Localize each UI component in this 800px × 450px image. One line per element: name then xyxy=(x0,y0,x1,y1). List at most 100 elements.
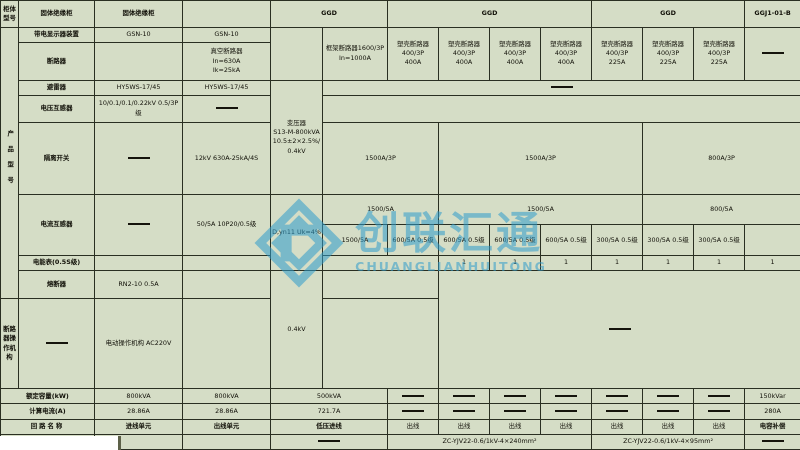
row-10-ggd-5 xyxy=(591,403,644,420)
row-3-cell-1 xyxy=(182,94,271,123)
ggd-breaker-3: 塑壳断路器 400/3P 400A xyxy=(489,26,542,81)
table-row-arrester: 避雷器 HY5WS-17/45 HY5WS-17/45 变压器 S13-M-80… xyxy=(1,79,800,195)
ggd-circuit-4: 出线 xyxy=(540,418,593,435)
row-0-cell-spacer xyxy=(270,26,323,81)
header-col-ggd-1: GGD xyxy=(269,0,389,28)
row-11-cell-0: 进线单元 xyxy=(94,418,183,435)
ct-main: 1500/5A xyxy=(321,224,389,256)
row-label-11: 回路名称 xyxy=(0,418,95,435)
row-label-1: 断路器 xyxy=(18,41,95,81)
row-10-current-main: 721.7A xyxy=(269,403,389,420)
ggd-meter-3: 1 xyxy=(540,254,593,272)
row-6-meter-main xyxy=(321,254,440,272)
table-row-breaker: 断路器 真空断路器 In=630A Ik=25kA xyxy=(1,41,800,81)
row-9-ggd-1 xyxy=(387,388,440,405)
row-label-10: 计算电流(A) xyxy=(0,403,95,420)
row-2-cell-1: HY5WS-17/45 xyxy=(182,79,271,96)
side-label-product-model: 产品型号 xyxy=(0,26,19,299)
row-4-rating-2: 1500A/3P xyxy=(438,121,644,195)
row-5-ct-1: 1500/5A xyxy=(321,193,440,226)
row-1-cell-0 xyxy=(94,41,183,81)
row-10-ggd-4 xyxy=(540,403,593,420)
row-9-ggd-3 xyxy=(489,388,542,405)
row-10-ggd-7 xyxy=(693,403,746,420)
row-10-ggd-1 xyxy=(387,403,440,420)
row-7-cell-1 xyxy=(182,270,271,299)
row-5-ct-2: 1500/5A xyxy=(438,193,644,226)
ggd-meter-5: 1 xyxy=(642,254,695,272)
header-col-ggd-3: GGD xyxy=(591,0,746,28)
row-9-cell-ggj: 150kVar xyxy=(744,388,800,405)
row-9-cell-1: 800kVA xyxy=(182,388,271,405)
row-4-rating-1: 1500A/3P xyxy=(321,121,440,195)
table-row-calculated-current: 计算电流(A) 28.86A 28.86A 721.7A 280A xyxy=(0,403,800,420)
row-9-ggd-4 xyxy=(540,388,593,405)
table-row-ct-detail: 1500/5A 600/5A 0.5级 600/5A 0.5级 600/5A 0… xyxy=(1,224,800,256)
row-4-cell-1: 12kV 630A-25kA/4S xyxy=(182,121,271,195)
row-3-cell-0: 10/0.1/0.1/0.22kV 0.5/3P级 xyxy=(94,94,183,123)
row-7-fuse-ggd xyxy=(438,270,800,390)
ggd-circuit-3: 出线 xyxy=(489,418,542,435)
row-9-ggd-6 xyxy=(642,388,695,405)
ggd-circuit-5: 出线 xyxy=(591,418,644,435)
row-4-rating-3: 800A/3P xyxy=(642,121,800,195)
ggd-breaker-2: 塑壳断路器 400/3P 400A xyxy=(438,26,491,81)
table-row-rated-capacity: 额定容量(kW) 800kVA 800kVA 500kVA 150kVar xyxy=(0,388,800,405)
header-col-spacer xyxy=(182,0,271,28)
table-row-disconnector: 隔离开关 12kV 630A-25kA/4S 1500A/3P 1500A/3P… xyxy=(1,121,800,195)
ggd-ct-2: 600/5A 0.5级 xyxy=(438,224,491,256)
header-col-ggj: GGJ1-01-B xyxy=(744,0,800,28)
bottom-left-notch xyxy=(0,436,118,450)
row-12-cell-1 xyxy=(182,433,271,450)
row-10-ggd-2 xyxy=(438,403,491,420)
header-model-label: 柜体型号 xyxy=(0,0,19,28)
header-col-ggd-2: GGD xyxy=(387,0,593,28)
header-col-1: 固体绝缘柜 xyxy=(94,0,183,28)
row-label-0: 带电显示器装置 xyxy=(18,26,95,43)
table-row-voltage-transformer: 电压互感器 10/0.1/0.1/0.22kV 0.5/3P级 xyxy=(1,94,800,123)
row-11-circuit-main: 低压进线 xyxy=(269,418,389,435)
ggd-breaker-4: 塑壳断路器 400/3P 400A xyxy=(540,26,593,81)
table-row-meter: 电能表(0.5S级) 1 1 1 1 1 1 1 xyxy=(1,254,800,272)
row-2-cell-0: HY5WS-17/45 xyxy=(94,79,183,96)
ggd-breaker-1: 塑壳断路器 400/3P 400A xyxy=(387,26,440,81)
bottom-left-notch-divider xyxy=(118,436,121,450)
table-header-row: 柜体型号 固体绝缘柜 固体绝缘柜 GGD GGD GGD GGJ1-01-B xyxy=(0,0,800,28)
ggd-ct-4: 600/5A 0.5级 xyxy=(540,224,593,256)
row-12-cell-ggj xyxy=(744,433,800,450)
row-12-cable-main xyxy=(269,433,389,450)
row-6-cell-0 xyxy=(94,254,183,272)
ggd-meter-4: 1 xyxy=(591,254,644,272)
row-4-cell-0 xyxy=(94,121,183,195)
row-label-5: 电流互感器 xyxy=(18,193,95,256)
row-9-cell-0: 800kVA xyxy=(94,388,183,405)
table-row-fuse: 熔断器 RN2-10 0.5A 0.4kV 柜内投切装置 电容补偿 xyxy=(1,270,800,390)
row-0-cell-0: GSN-10 xyxy=(94,26,183,43)
row-1-cell-1: 真空断路器 In=630A Ik=25kA xyxy=(182,41,271,81)
row-10-cell-ggj: 280A xyxy=(744,403,800,420)
transformer-impedance-cell: D,yn11 Uk=4% xyxy=(270,193,323,272)
ggd-breaker-7: 塑壳断路器 400/3P 225A xyxy=(693,26,746,81)
ggd-meter-7: 1 xyxy=(744,254,800,272)
table-row-current-transformer: 电流互感器 50/5A 10P20/0.5级 D,yn11 Uk=4% 1500… xyxy=(1,193,800,272)
row-5-cell-0 xyxy=(94,193,183,256)
row-3-cell-blank xyxy=(321,94,800,123)
row-12-cable-ggd-1: ZC-YJV22-0.6/1kV-4×240mm² xyxy=(387,433,593,450)
row-7-cell-0: RN2-10 0.5A xyxy=(94,270,183,299)
row-label-3: 电压互感器 xyxy=(18,94,95,123)
row-0-cell-ggj xyxy=(744,26,800,81)
ggd-circuit-2: 出线 xyxy=(438,418,491,435)
ggd-meter-6: 1 xyxy=(693,254,746,272)
table-row-operating-mechanism: 断路器操作机构 电动操作机构 AC220V xyxy=(0,297,800,390)
transformer-cell: 变压器 S13-M-800kVA 10.5±2×2.5%/ 0.4kV xyxy=(270,79,323,195)
ggd-circuit-1: 出线 xyxy=(387,418,440,435)
ggd-circuit-7: 出线 xyxy=(693,418,746,435)
row-10-ggd-3 xyxy=(489,403,542,420)
row-label-8: 断路器操作机构 xyxy=(0,297,19,390)
row-label-6: 电能表(0.5S级) xyxy=(18,254,95,272)
ggd-ct-5: 300/5A 0.5级 xyxy=(591,224,644,256)
header-col-0: 固体绝缘柜 xyxy=(18,0,95,28)
ggd-ct-3: 600/5A 0.5级 xyxy=(489,224,542,256)
